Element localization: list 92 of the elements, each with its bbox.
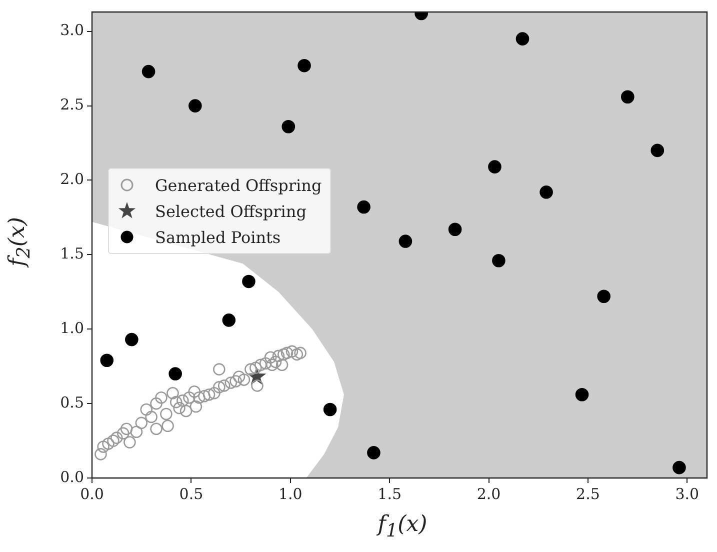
point [192, 391, 206, 404]
point [224, 376, 238, 389]
point [294, 346, 306, 360]
point [116, 427, 130, 440]
point [398, 234, 412, 248]
point [202, 388, 216, 401]
point [102, 438, 114, 450]
point [266, 358, 278, 371]
point [290, 348, 304, 361]
y-tick-label: 2.5 [60, 96, 84, 114]
point [280, 346, 294, 360]
point [254, 358, 267, 371]
y-tick-label: 0.0 [60, 468, 84, 486]
point [140, 403, 153, 416]
x-tick-label: 2.5 [576, 484, 600, 503]
point [135, 416, 148, 430]
point [94, 448, 107, 460]
point [232, 370, 246, 383]
point [213, 381, 226, 394]
point [264, 351, 277, 364]
point [448, 222, 462, 236]
point [222, 314, 236, 327]
point [183, 391, 196, 404]
point [282, 120, 296, 134]
point [142, 64, 156, 78]
point [160, 408, 172, 420]
point [213, 363, 226, 376]
point [492, 254, 506, 268]
point [620, 90, 634, 104]
legend-label: Selected Offspring [155, 202, 306, 220]
point [170, 396, 182, 408]
point [145, 410, 158, 424]
point [244, 363, 257, 376]
y-tick-label: 2.0 [60, 170, 84, 188]
point [124, 436, 136, 448]
point [155, 391, 168, 404]
point [650, 144, 664, 158]
point [242, 274, 256, 288]
point [125, 332, 138, 346]
point [597, 290, 610, 304]
point [150, 397, 162, 410]
point [259, 357, 272, 370]
y-tick-label: 1.0 [60, 319, 84, 338]
x-tick-label: 1.5 [378, 484, 402, 503]
point [188, 99, 202, 112]
point [277, 348, 290, 361]
point [120, 422, 133, 436]
point [168, 367, 182, 380]
point [272, 350, 285, 362]
point [150, 422, 162, 436]
x-tick-label: 2.0 [476, 484, 501, 503]
point [100, 354, 114, 368]
x-tick-label: 0.0 [80, 484, 104, 503]
point [367, 446, 380, 460]
point [516, 32, 530, 46]
y-tick-label: 0.5 [60, 393, 84, 412]
point [298, 58, 311, 72]
point [238, 374, 250, 386]
point [540, 185, 553, 199]
point [130, 426, 143, 438]
x-tick-label: 3.0 [675, 484, 700, 503]
point [190, 400, 202, 413]
point [357, 200, 370, 214]
point [173, 402, 186, 414]
point [276, 358, 288, 371]
point [198, 390, 210, 402]
point [672, 460, 686, 474]
point [180, 404, 192, 418]
point [176, 394, 189, 407]
point [286, 345, 298, 358]
y-tick-label: 1.5 [60, 244, 84, 263]
point [250, 362, 262, 374]
point [162, 420, 174, 432]
x-tick-label: 1.0 [278, 484, 302, 503]
x-axis-title: f$_{1}$(x) [376, 512, 428, 542]
point [230, 375, 242, 388]
y-tick-label: 3.0 [60, 21, 84, 40]
point [488, 160, 502, 174]
point [97, 440, 110, 453]
point [218, 380, 230, 392]
point [166, 386, 179, 400]
legend-label: Sampled Points [155, 228, 281, 246]
point [575, 388, 589, 402]
x-tick-label: 0.5 [179, 484, 204, 503]
point [323, 402, 337, 416]
point [208, 386, 220, 400]
point [251, 380, 264, 392]
legend-label: Generated Offspring [155, 176, 322, 194]
point [188, 386, 201, 398]
point [107, 434, 120, 447]
point [269, 356, 282, 368]
point [110, 432, 123, 444]
